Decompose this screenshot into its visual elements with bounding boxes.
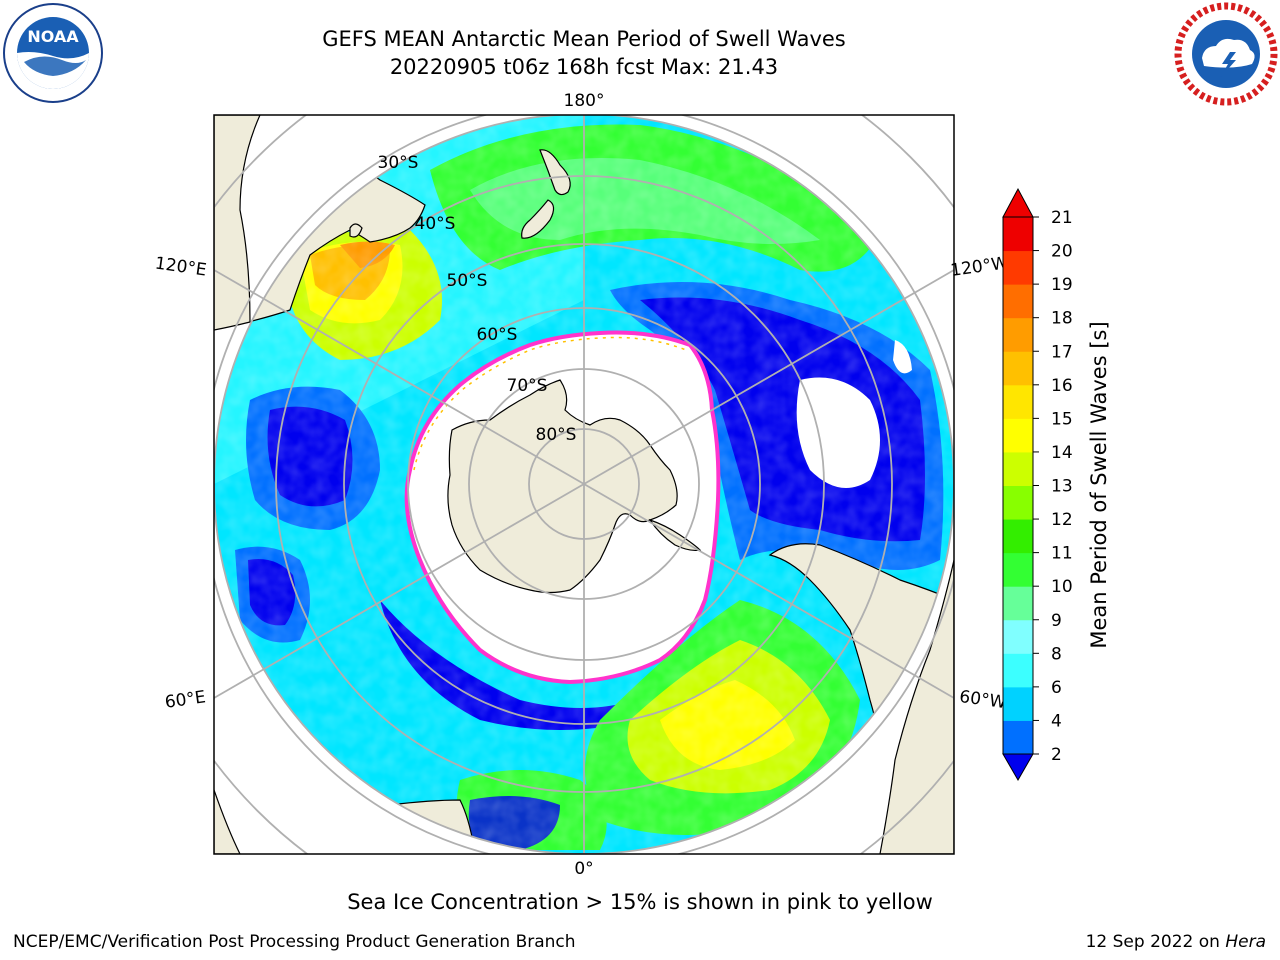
colorbar-segment <box>1003 720 1033 755</box>
colorbar-tick-label: 4 <box>1051 711 1062 731</box>
lat-label-30s: 30°S <box>378 153 419 173</box>
footer-date: 12 Sep 2022 on Hera <box>1086 932 1266 952</box>
lat-label-40s: 40°S <box>415 214 456 234</box>
footer-branch: NCEP/EMC/Verification Post Processing Pr… <box>13 932 576 952</box>
colorbar-label: Mean Period of Swell Waves [s] <box>1087 321 1111 648</box>
lon-label-60e: 60°E <box>164 687 207 712</box>
colorbar-segment <box>1003 619 1033 654</box>
colorbar-tick-label: 12 <box>1051 510 1073 530</box>
colorbar-segment <box>1003 552 1033 587</box>
colorbar-segment <box>1003 586 1033 621</box>
colorbar-tick-label: 20 <box>1051 242 1073 262</box>
colorbar-segment <box>1003 418 1033 453</box>
sea-ice-caption: Sea Ice Concentration > 15% is shown in … <box>347 890 933 914</box>
colorbar-tick-label: 14 <box>1051 443 1073 463</box>
colorbar-tick-label: 6 <box>1051 678 1062 698</box>
lon-label-0: 0° <box>574 859 593 879</box>
lon-label-120e: 120°E <box>154 254 208 281</box>
noaa-logo-icon: NOAA <box>3 3 103 103</box>
title-line-2: 20220905 t06z 168h fcst Max: 21.43 <box>389 55 779 79</box>
graticule <box>214 115 954 854</box>
colorbar-tick-label: 9 <box>1051 611 1062 631</box>
nws-logo-icon <box>1174 2 1278 106</box>
lon-label-120w: 120°W <box>949 253 1009 281</box>
colorbar: 2 4 6 8 9 10 11 12 13 14 15 16 17 18 19 20 21 <box>1002 187 1073 782</box>
colorbar-tick-label: 2 <box>1051 745 1062 765</box>
lat-label-70s: 70°S <box>507 376 548 396</box>
colorbar-segment <box>1003 351 1033 386</box>
colorbar-tick-label: 17 <box>1051 342 1073 362</box>
lon-label-60w: 60°W <box>958 687 1007 713</box>
colorbar-segment <box>1003 317 1033 352</box>
footer-date-text: 12 Sep 2022 on <box>1085 932 1226 952</box>
colorbar-tick-label: 18 <box>1051 309 1073 329</box>
colorbar-segment <box>1003 250 1033 285</box>
colorbar-tick-label: 11 <box>1051 544 1073 564</box>
colorbar-tick-label: 16 <box>1051 376 1073 396</box>
colorbar-tick-label: 8 <box>1051 644 1062 664</box>
colorbar-tick-label: 13 <box>1051 477 1073 497</box>
colorbar-segment <box>1003 284 1033 319</box>
colorbar-segment <box>1003 217 1033 252</box>
noaa-logo-text: NOAA <box>27 27 79 46</box>
colorbar-segment <box>1003 686 1033 721</box>
colorbar-tick-label: 15 <box>1051 409 1073 429</box>
colorbar-max-extension <box>1002 187 1034 218</box>
colorbar-segment <box>1003 384 1033 419</box>
colorbar-min-extension <box>1002 753 1034 782</box>
colorbar-segment <box>1003 653 1033 688</box>
colorbar-tick-label: 19 <box>1051 275 1073 295</box>
map-frame <box>213 114 955 855</box>
lat-label-80s: 80°S <box>536 425 577 445</box>
title-line-1: GEFS MEAN Antarctic Mean Period of Swell… <box>322 27 846 51</box>
lat-label-60s: 60°S <box>477 325 518 345</box>
colorbar-segment <box>1003 451 1033 486</box>
colorbar-tick-label: 21 <box>1051 208 1073 228</box>
colorbar-tick-label: 10 <box>1051 577 1073 597</box>
footer-system: Hera <box>1225 932 1266 952</box>
lon-label-180: 180° <box>564 91 605 111</box>
colorbar-segment <box>1003 519 1033 554</box>
lat-label-50s: 50°S <box>447 271 488 291</box>
colorbar-segment <box>1003 485 1033 520</box>
antarctica-outline <box>447 379 678 594</box>
